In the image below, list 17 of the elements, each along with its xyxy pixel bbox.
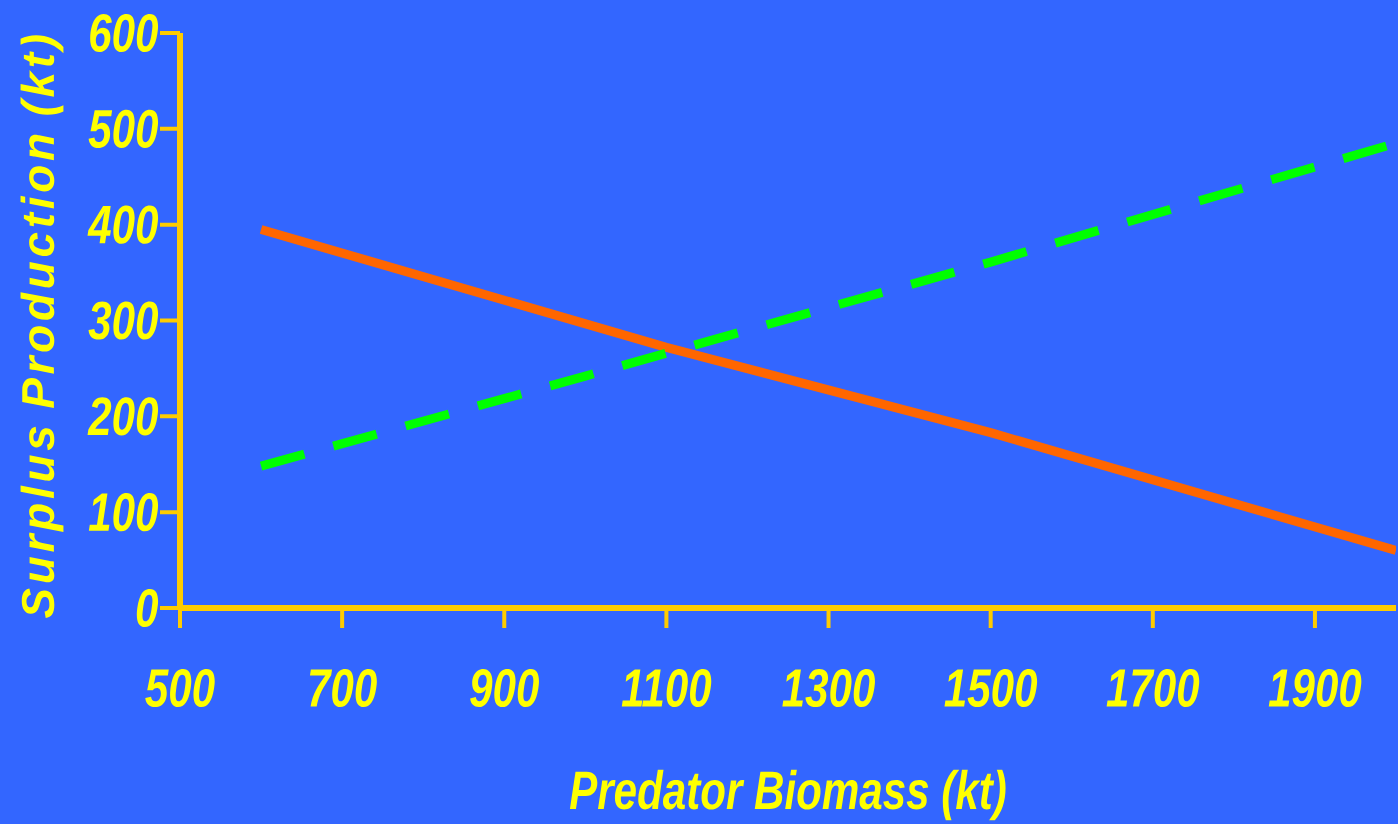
x-tick-label: 500 bbox=[145, 668, 215, 708]
x-axis-title: Predator Biomass (kt) bbox=[569, 769, 1006, 821]
x-tick-label: 700 bbox=[309, 668, 377, 708]
y-tick-label: 300 bbox=[88, 301, 159, 340]
x-tick-label: 1100 bbox=[621, 668, 712, 708]
y-tick-label: 200 bbox=[87, 397, 159, 436]
y-tick-label: 600 bbox=[90, 13, 159, 53]
x-tick-label: 1500 bbox=[944, 668, 1038, 708]
x-tick-label: 900 bbox=[470, 668, 539, 708]
y-tick-label: 0 bbox=[136, 588, 159, 628]
x-tick-label: 1700 bbox=[1106, 668, 1200, 708]
y-tick-label: 400 bbox=[87, 205, 159, 244]
y-tick-label: 500 bbox=[88, 109, 159, 148]
y-tick-label: 100 bbox=[88, 493, 159, 532]
x-tick-label: 1300 bbox=[782, 668, 875, 708]
x-tick-label: 1900 bbox=[1268, 668, 1362, 708]
y-axis-title: Surplus Production (kt) bbox=[20, 35, 64, 619]
